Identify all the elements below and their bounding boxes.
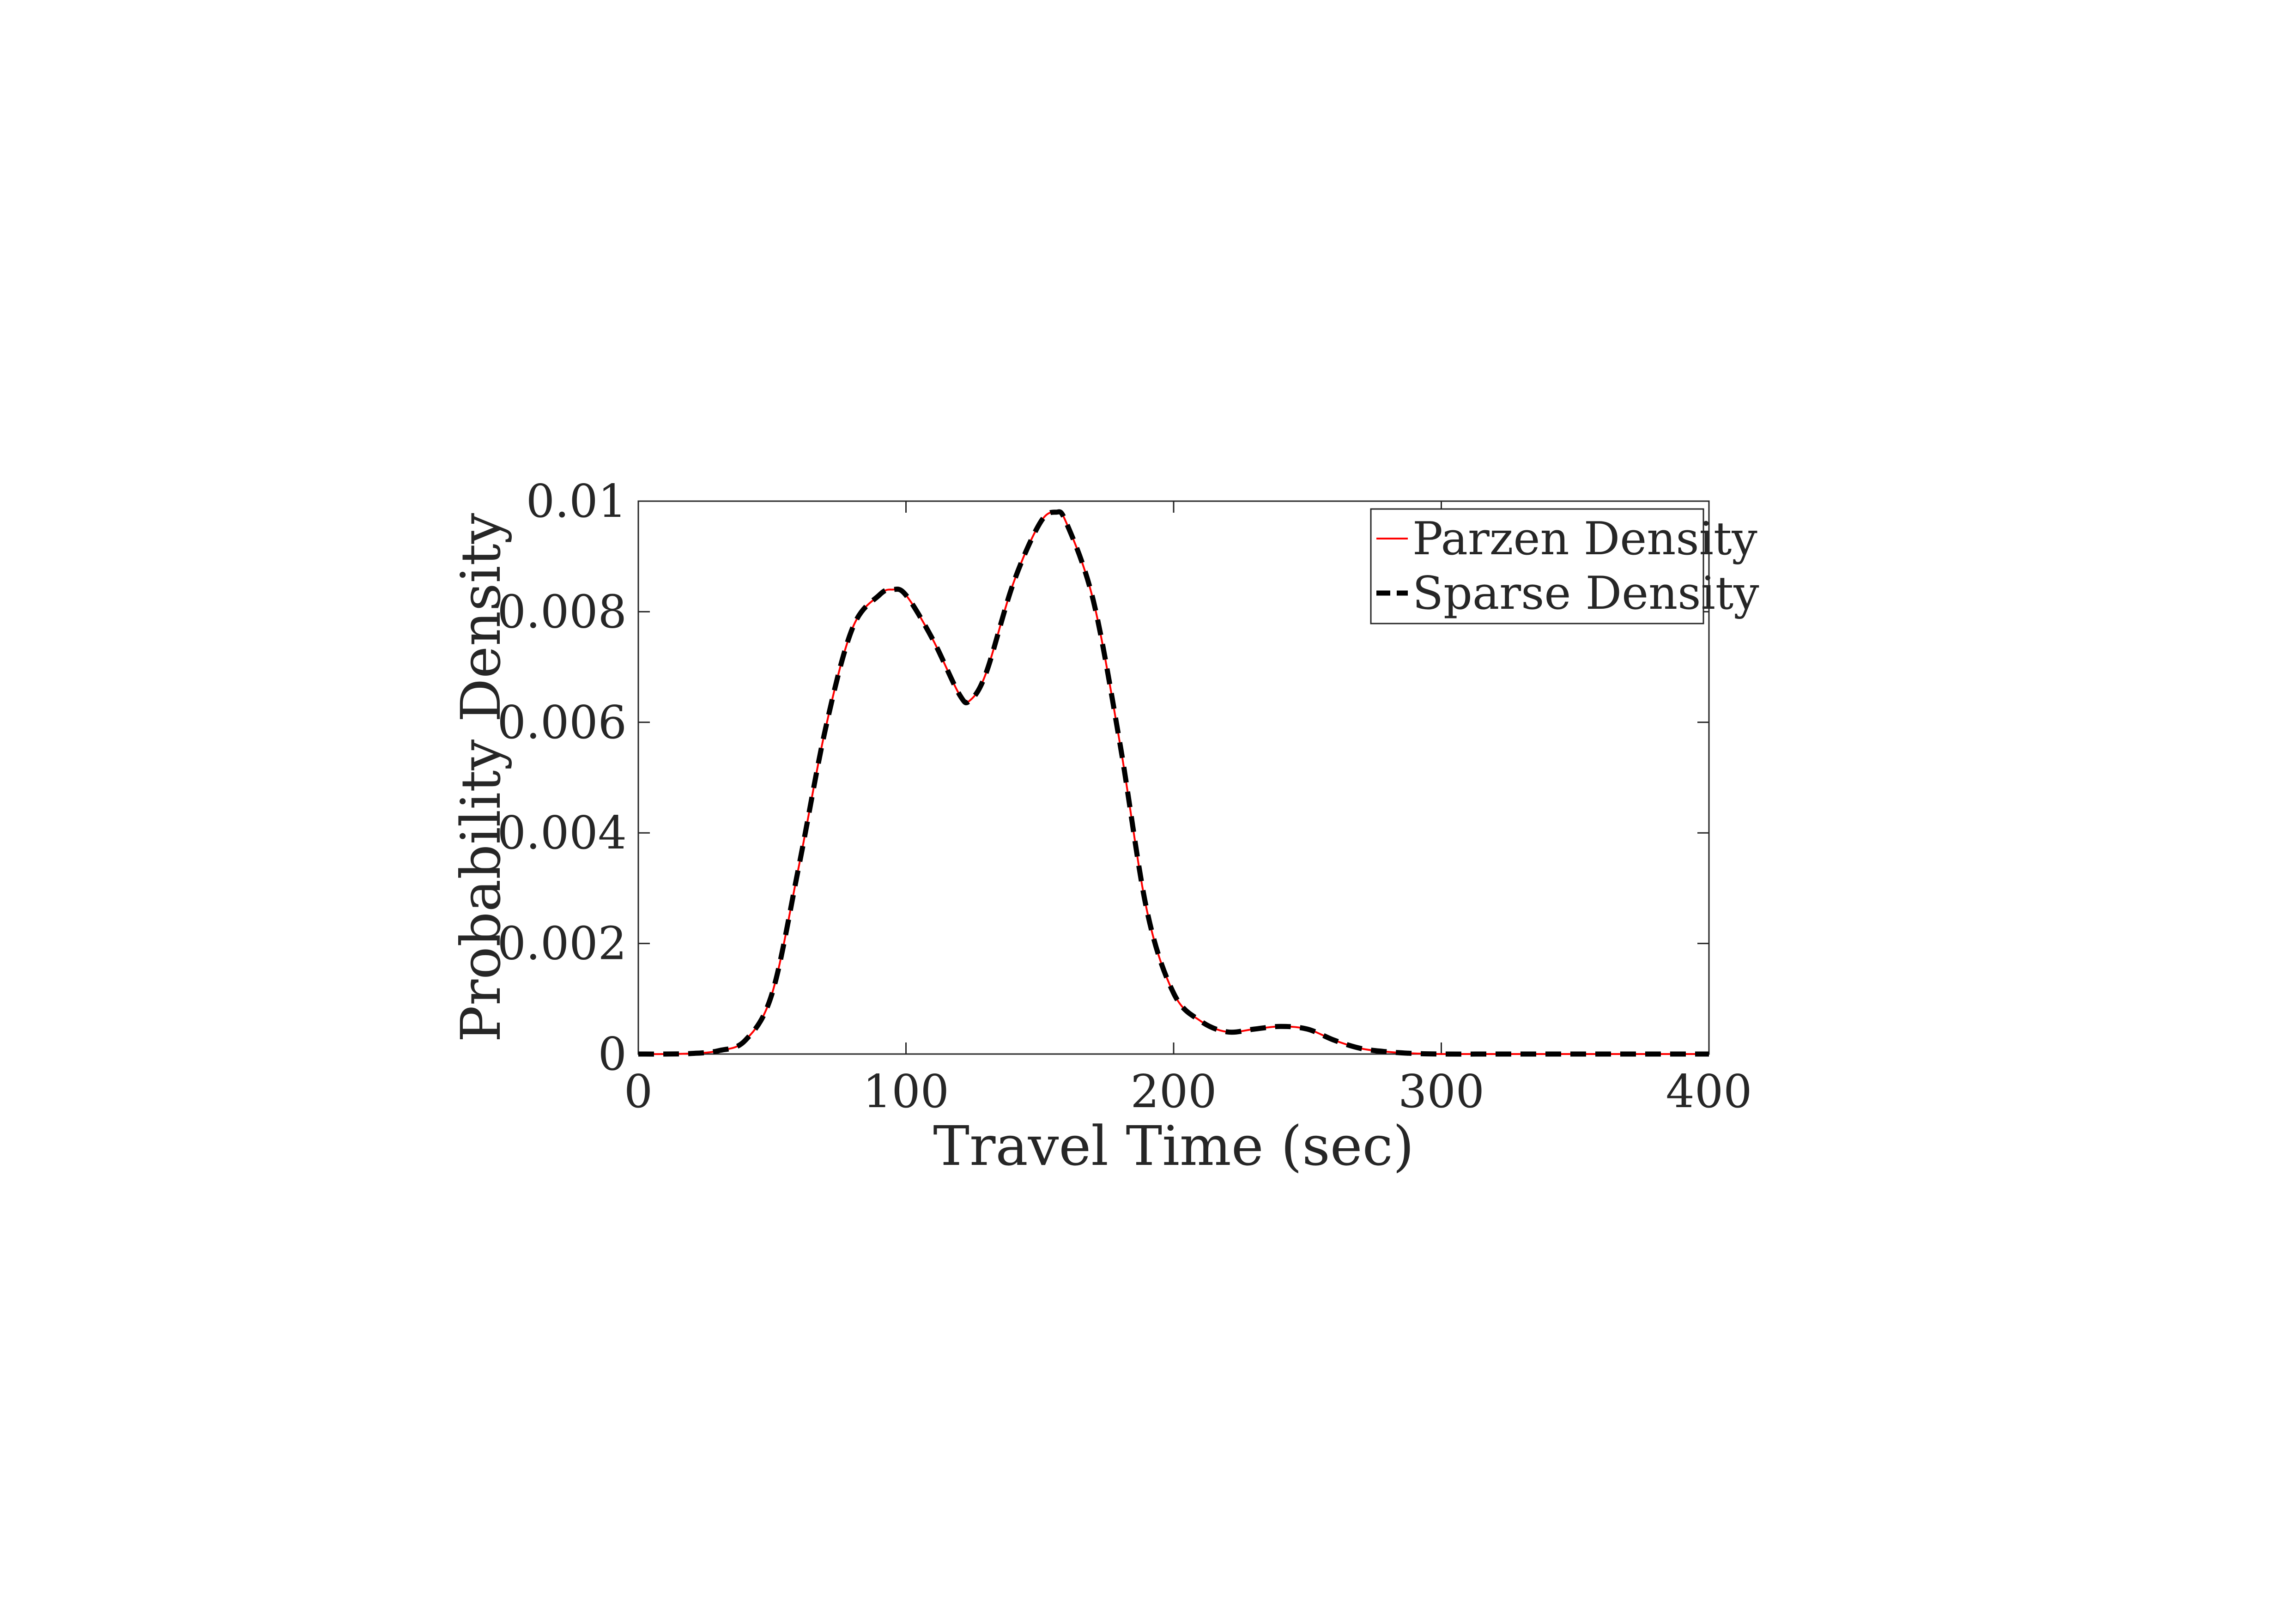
y-tick-label: 0.004 bbox=[497, 807, 627, 860]
legend-label-parzen-density: Parzen Density bbox=[1412, 513, 1757, 565]
series-layer bbox=[638, 509, 1709, 1057]
x-tick-label: 100 bbox=[863, 1066, 949, 1118]
y-axis-label: Probability Density bbox=[449, 513, 513, 1042]
x-tick-label: 300 bbox=[1398, 1066, 1484, 1118]
x-tick-label: 200 bbox=[1130, 1066, 1217, 1118]
y-tick-label: 0.008 bbox=[497, 586, 627, 638]
y-tick-label: 0.006 bbox=[497, 697, 627, 749]
y-tick-label: 0.002 bbox=[497, 918, 627, 970]
x-axis: 0 100 200 300 400 bbox=[624, 501, 1752, 1118]
x-tick-label: 400 bbox=[1666, 1066, 1752, 1118]
x-axis-label: Travel Time (sec) bbox=[933, 1114, 1414, 1178]
y-tick-label: 0.01 bbox=[526, 475, 627, 528]
series-line-sparse-density bbox=[638, 509, 1709, 1057]
y-axis: 0 0.002 0.004 0.006 0.008 0.01 bbox=[497, 475, 1709, 1081]
legend: Parzen Density Sparse Density bbox=[1370, 508, 1759, 624]
y-tick-label: 0 bbox=[598, 1028, 627, 1081]
legend-label-sparse-density: Sparse Density bbox=[1412, 567, 1759, 620]
legend-box bbox=[1370, 508, 1704, 624]
x-tick-label: 0 bbox=[624, 1066, 653, 1118]
